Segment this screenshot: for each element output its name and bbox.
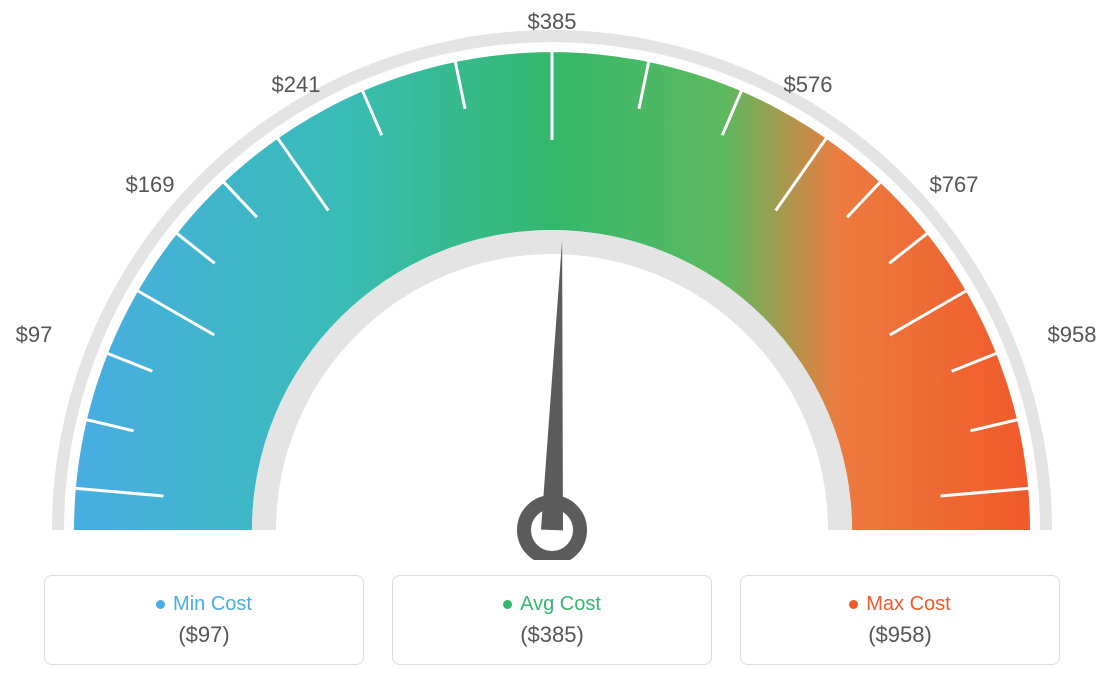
gauge-tick-label: $767 [930,172,979,198]
gauge-tick-label: $385 [528,9,577,35]
legend-title-min: Min Cost [156,593,252,616]
gauge-tick-label: $241 [272,72,321,98]
legend-value-max: ($958) [868,622,932,648]
legend-title-avg: Avg Cost [503,593,601,616]
gauge-tick-label: $958 [1048,322,1097,348]
legend-label-max: Max Cost [866,593,950,616]
legend-label-min: Min Cost [173,593,252,616]
legend-card-max: Max Cost ($958) [740,575,1060,665]
legend-value-min: ($97) [178,622,229,648]
gauge-tick-label: $576 [784,72,833,98]
legend-value-avg: ($385) [520,622,584,648]
gauge-tick-label: $169 [126,172,175,198]
legend-row: Min Cost ($97) Avg Cost ($385) Max Cost … [0,575,1104,665]
legend-card-avg: Avg Cost ($385) [392,575,712,665]
legend-dot-avg [503,600,512,609]
gauge-chart: $97 $169 $241 $385 $576 $767 $958 [0,0,1104,560]
legend-dot-min [156,600,165,609]
legend-dot-max [849,600,858,609]
legend-title-max: Max Cost [849,593,950,616]
legend-card-min: Min Cost ($97) [44,575,364,665]
legend-label-avg: Avg Cost [520,593,601,616]
gauge-tick-label: $97 [16,322,53,348]
gauge-svg [0,0,1104,560]
